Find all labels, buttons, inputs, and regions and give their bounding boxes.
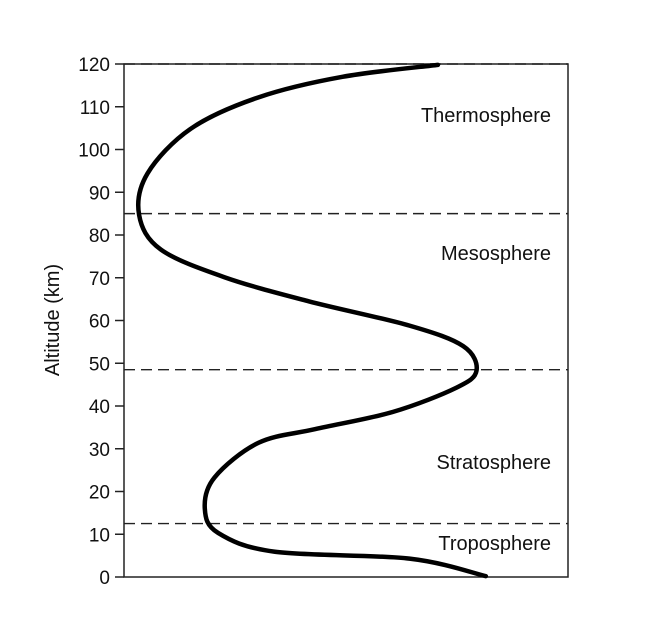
layer-label-troposphere: Troposphere: [438, 533, 551, 555]
y-tick-label: 50: [89, 354, 110, 375]
temperature-profile-line: [136, 62, 489, 579]
layer-label-stratosphere: Stratosphere: [436, 452, 551, 474]
y-tick-label: 120: [78, 55, 110, 76]
y-tick-label: 10: [89, 525, 110, 546]
plot-frame: [123, 63, 569, 578]
y-tick-label: 0: [99, 568, 110, 589]
y-tick-label: 80: [89, 226, 110, 247]
layer-label-mesosphere: Mesosphere: [441, 243, 551, 265]
y-tick-label: 100: [78, 141, 110, 162]
y-tick-label: 30: [89, 440, 110, 461]
y-tick-label: 90: [89, 183, 110, 204]
y-tick-label: 70: [89, 269, 110, 290]
y-tick-label: 60: [89, 312, 110, 333]
y-tick-label: 20: [89, 483, 110, 504]
y-axis-label: Altitude (km): [42, 264, 64, 376]
y-tick-label: 40: [89, 397, 110, 418]
layer-label-thermosphere: Thermosphere: [421, 105, 551, 127]
y-tick-label: 110: [80, 98, 110, 119]
